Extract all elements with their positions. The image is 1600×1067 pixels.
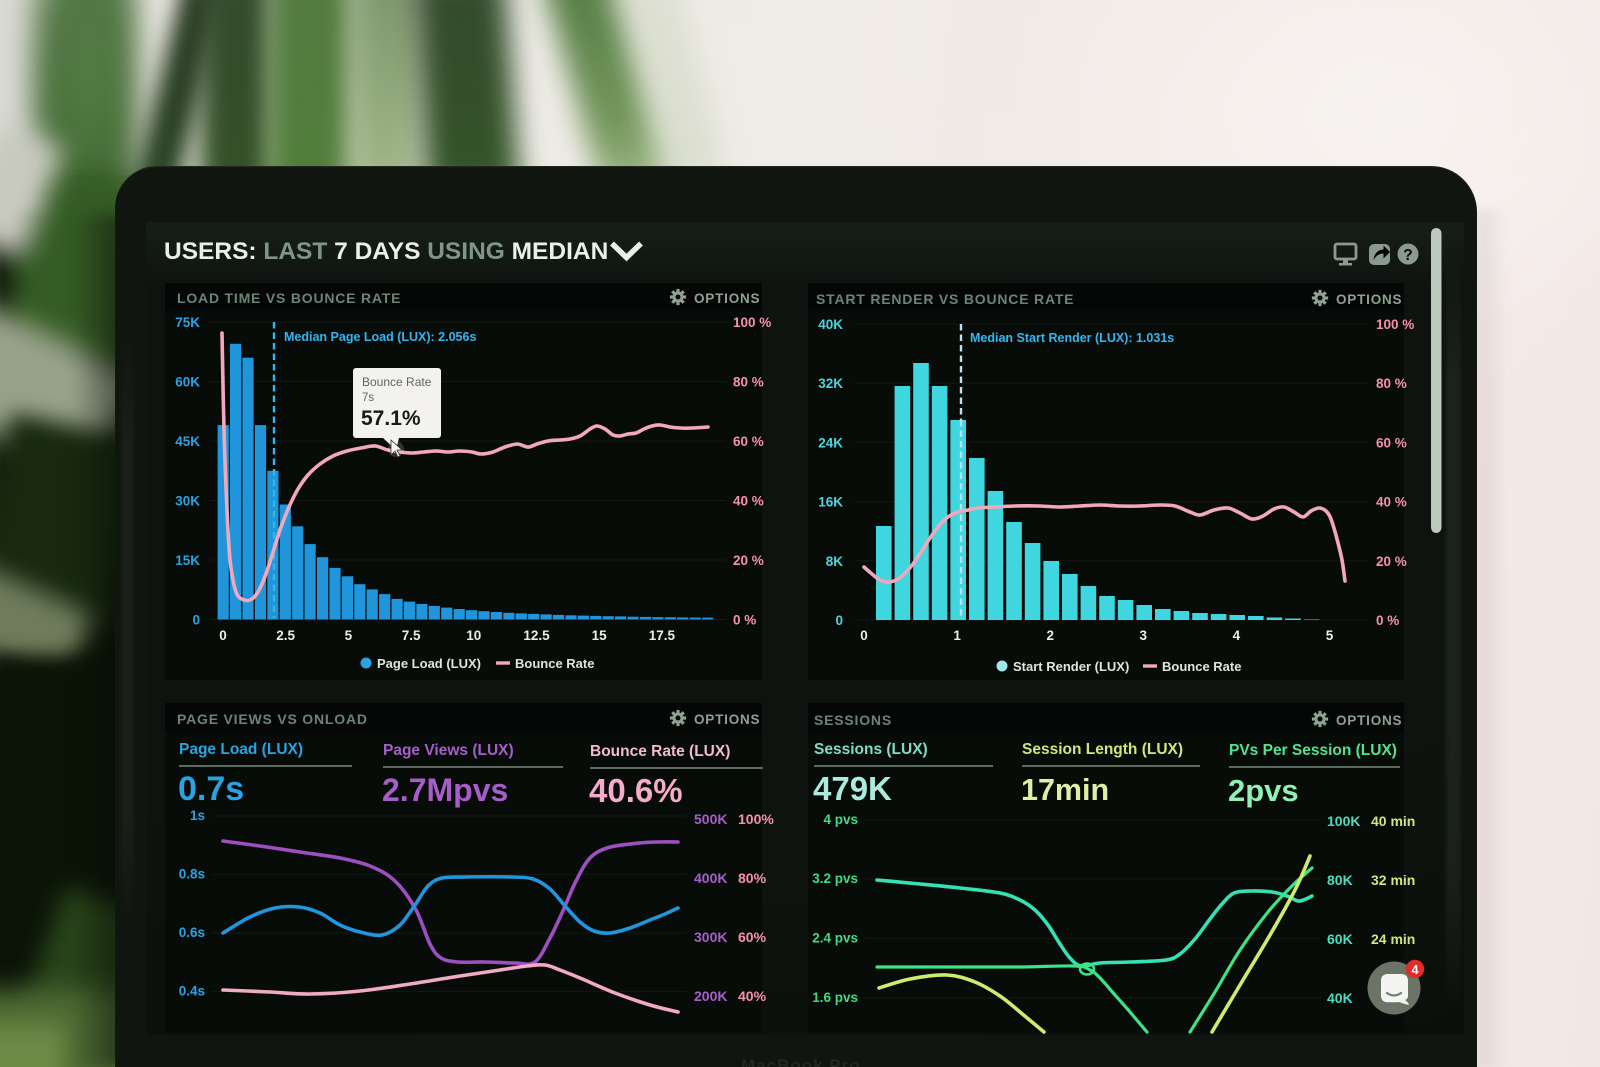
svg-text:57.1%: 57.1%: [361, 407, 421, 430]
svg-text:?: ?: [1403, 247, 1412, 264]
svg-text:0.7s: 0.7s: [178, 770, 244, 808]
svg-text:MacBook Pro: MacBook Pro: [741, 1056, 861, 1067]
svg-text:5: 5: [1326, 628, 1334, 643]
svg-text:40K: 40K: [818, 317, 843, 332]
svg-text:8K: 8K: [826, 554, 844, 569]
svg-text:45K: 45K: [175, 434, 200, 449]
svg-text:3.2 pvs: 3.2 pvs: [812, 871, 858, 886]
svg-text:Bounce Rate (LUX): Bounce Rate (LUX): [590, 743, 730, 760]
svg-text:80 %: 80 %: [1376, 376, 1407, 391]
svg-text:4: 4: [1233, 628, 1241, 643]
svg-text:300K: 300K: [694, 929, 727, 945]
svg-text:4: 4: [1412, 963, 1419, 977]
svg-text:1: 1: [953, 628, 961, 643]
svg-text:Start Render (LUX): Start Render (LUX): [1013, 659, 1129, 674]
svg-text:OPTIONS: OPTIONS: [1336, 713, 1402, 728]
svg-text:Bounce Rate: Bounce Rate: [362, 375, 432, 389]
svg-text:20 %: 20 %: [1376, 554, 1407, 569]
svg-text:2.4 pvs: 2.4 pvs: [812, 931, 858, 946]
svg-text:7.5: 7.5: [402, 628, 421, 643]
svg-text:12.5: 12.5: [523, 628, 550, 643]
svg-text:40K: 40K: [1327, 990, 1353, 1006]
svg-text:2: 2: [1046, 628, 1054, 643]
svg-text:60K: 60K: [175, 375, 200, 390]
svg-text:100 %: 100 %: [733, 315, 771, 330]
svg-text:60 %: 60 %: [733, 434, 764, 449]
svg-text:479K: 479K: [813, 770, 892, 807]
svg-text:75K: 75K: [175, 315, 200, 330]
svg-text:200K: 200K: [694, 988, 727, 1004]
svg-text:15K: 15K: [175, 553, 200, 568]
svg-text:0: 0: [192, 613, 200, 628]
svg-text:0: 0: [219, 628, 227, 643]
svg-text:Bounce Rate: Bounce Rate: [515, 656, 594, 671]
svg-text:Page Views (LUX): Page Views (LUX): [383, 742, 514, 759]
svg-text:16K: 16K: [818, 495, 843, 510]
svg-text:OPTIONS: OPTIONS: [1336, 292, 1402, 307]
svg-text:20 %: 20 %: [733, 553, 764, 568]
svg-text:OPTIONS: OPTIONS: [694, 291, 760, 306]
svg-text:40 %: 40 %: [733, 494, 764, 509]
svg-text:17min: 17min: [1021, 773, 1109, 807]
svg-text:60 %: 60 %: [1376, 435, 1407, 450]
svg-text:2.7Mpvs: 2.7Mpvs: [382, 772, 508, 808]
svg-text:40 %: 40 %: [1376, 495, 1407, 510]
svg-text:0.8s: 0.8s: [179, 867, 205, 882]
svg-text:30K: 30K: [175, 494, 200, 509]
svg-text:60%: 60%: [738, 929, 767, 945]
svg-text:0: 0: [860, 628, 868, 643]
svg-text:0 %: 0 %: [733, 613, 756, 628]
svg-text:Bounce Rate: Bounce Rate: [1162, 659, 1241, 674]
svg-text:24K: 24K: [818, 435, 843, 450]
svg-text:100 %: 100 %: [1376, 317, 1414, 332]
svg-text:15: 15: [592, 628, 608, 643]
svg-text:400K: 400K: [694, 870, 727, 886]
svg-text:100K: 100K: [1327, 813, 1360, 829]
svg-text:1s: 1s: [190, 808, 205, 823]
svg-text:7s: 7s: [362, 392, 374, 404]
svg-text:3: 3: [1140, 628, 1148, 643]
svg-text:Median Start Render (LUX): 1.0: Median Start Render (LUX): 1.031s: [970, 331, 1174, 345]
svg-text:LOAD TIME VS BOUNCE RATE: LOAD TIME VS BOUNCE RATE: [177, 290, 401, 306]
svg-text:Sessions (LUX): Sessions (LUX): [814, 741, 928, 758]
svg-text:START RENDER VS BOUNCE RATE: START RENDER VS BOUNCE RATE: [816, 291, 1074, 307]
svg-text:SESSIONS: SESSIONS: [814, 712, 892, 728]
svg-text:PAGE VIEWS VS ONLOAD: PAGE VIEWS VS ONLOAD: [177, 711, 368, 727]
svg-text:2.5: 2.5: [276, 628, 295, 643]
svg-text:0.4s: 0.4s: [179, 984, 205, 999]
svg-text:Session Length (LUX): Session Length (LUX): [1022, 741, 1183, 758]
svg-text:500K: 500K: [694, 811, 727, 827]
svg-text:40 min: 40 min: [1371, 813, 1415, 829]
svg-text:OPTIONS: OPTIONS: [694, 712, 760, 727]
svg-text:80%: 80%: [738, 870, 767, 886]
svg-text:5: 5: [345, 628, 353, 643]
svg-text:Page Load (LUX): Page Load (LUX): [377, 656, 481, 671]
svg-text:17.5: 17.5: [649, 628, 676, 643]
svg-text:24 min: 24 min: [1371, 931, 1415, 947]
svg-text:Median Page Load (LUX): 2.056s: Median Page Load (LUX): 2.056s: [284, 330, 476, 344]
svg-text:40%: 40%: [738, 988, 767, 1004]
svg-text:80K: 80K: [1327, 872, 1353, 888]
svg-text:60K: 60K: [1327, 931, 1353, 947]
svg-text:32K: 32K: [818, 376, 843, 391]
svg-text:80 %: 80 %: [733, 375, 764, 390]
svg-text:USERS: LAST 7 DAYS USING MEDIA: USERS: LAST 7 DAYS USING MEDIAN: [164, 238, 608, 265]
svg-text:40.6%: 40.6%: [589, 772, 683, 809]
svg-text:2pvs: 2pvs: [1228, 773, 1299, 808]
svg-text:PVs Per Session (LUX): PVs Per Session (LUX): [1229, 742, 1397, 759]
svg-text:0: 0: [835, 613, 843, 628]
svg-text:Page Load (LUX): Page Load (LUX): [179, 741, 303, 758]
svg-text:4 pvs: 4 pvs: [823, 812, 858, 827]
svg-text:0 %: 0 %: [1376, 613, 1399, 628]
svg-text:0.6s: 0.6s: [179, 925, 205, 940]
svg-text:10: 10: [466, 628, 481, 643]
svg-text:1.6 pvs: 1.6 pvs: [812, 990, 858, 1005]
svg-text:100%: 100%: [738, 811, 774, 827]
svg-text:32 min: 32 min: [1371, 872, 1415, 888]
